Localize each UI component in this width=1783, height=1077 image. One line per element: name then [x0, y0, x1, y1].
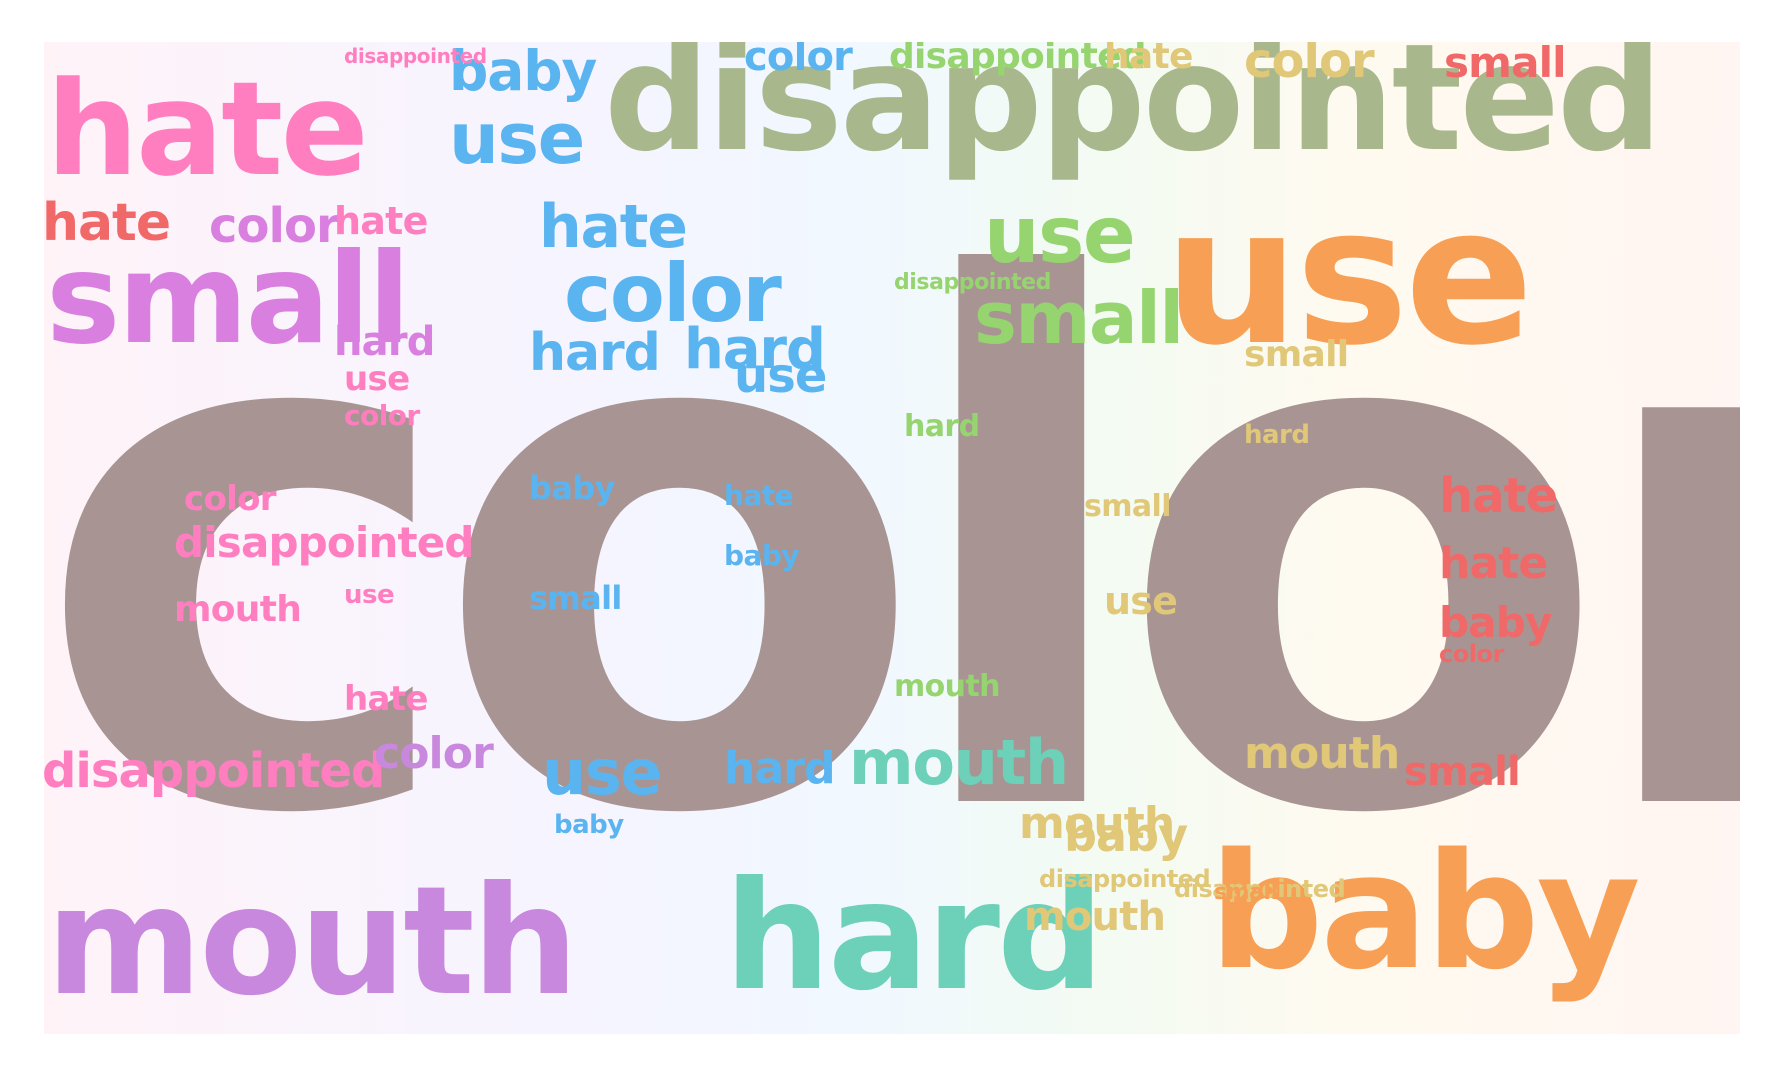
cloud-word: disappointed — [44, 743, 385, 799]
cloud-word: baby — [1209, 818, 1641, 1005]
cloud-word: mouth — [1024, 894, 1166, 940]
cloud-word: color — [1244, 42, 1375, 89]
cloud-word: color — [344, 399, 420, 432]
cloud-word: disappointed — [1174, 875, 1346, 903]
cloud-word: hate — [44, 193, 171, 253]
cloud-word: color — [1439, 640, 1504, 668]
cloud-word: mouth — [894, 669, 1001, 704]
cloud-word: disappointed — [344, 44, 487, 68]
cloud-word: use — [542, 736, 663, 809]
cloud-word: baby — [1064, 808, 1188, 862]
cloud-word: baby — [449, 42, 597, 103]
cloud-word: hard — [724, 743, 836, 794]
cloud-word: disappointed — [889, 42, 1147, 77]
cloud-word: use — [984, 191, 1136, 281]
cloud-word: use — [734, 348, 827, 404]
cloud-word: mouth — [174, 589, 302, 630]
cloud-word: color — [744, 42, 853, 80]
cloud-word: color — [209, 198, 340, 254]
cloud-word: baby — [554, 810, 624, 840]
word-cloud: color disappointed hate use small mouth … — [44, 42, 1740, 1034]
cloud-word: mouth — [46, 855, 579, 1029]
cloud-word: small — [1084, 489, 1172, 524]
cloud-word: mouth — [849, 726, 1069, 799]
cloud-word: hard — [334, 319, 435, 365]
cloud-word: hard — [904, 409, 980, 444]
cloud-word: mouth — [1244, 728, 1400, 779]
cloud-word: small — [1404, 749, 1521, 795]
cloud-word: hard — [1244, 420, 1310, 450]
cloud-word: disappointed — [894, 270, 1051, 295]
cloud-word: baby — [724, 539, 800, 572]
cloud-word: use — [344, 359, 410, 399]
cloud-word: small — [974, 276, 1184, 360]
cloud-word: hard — [529, 323, 661, 383]
cloud-word: hate — [724, 479, 794, 512]
cloud-word: hard — [724, 850, 1104, 1024]
cloud-word: hard — [684, 317, 826, 382]
cloud-word: disappointed — [174, 518, 474, 567]
cloud-word: disappointed — [1039, 865, 1211, 893]
cloud-word: use — [449, 98, 585, 180]
cloud-word: hate — [539, 192, 688, 262]
cloud-word: small — [46, 227, 411, 372]
cloud-word: hate — [1439, 468, 1558, 524]
cloud-word: hate — [344, 679, 428, 719]
cloud-word: use — [1104, 579, 1178, 623]
hero-word: color — [44, 133, 1740, 971]
cloud-word: hate — [46, 53, 369, 205]
cloud-word: small — [1244, 334, 1349, 375]
cloud-word: small — [1444, 42, 1567, 87]
cloud-word: color — [184, 479, 277, 519]
cloud-word: use — [344, 580, 395, 610]
cloud-word: color — [564, 247, 782, 340]
cloud-word: hate — [1104, 42, 1193, 77]
cloud-word: baby — [1439, 598, 1552, 647]
cloud-word: mouth — [1019, 798, 1175, 849]
cloud-word: small — [1214, 880, 1278, 905]
cloud-word: baby — [529, 469, 615, 507]
cloud-word: disappointed — [604, 42, 1663, 184]
cloud-word: hate — [1439, 538, 1548, 589]
cloud-word: small — [529, 579, 622, 617]
cloud-word: color — [374, 728, 494, 779]
cloud-word: hate — [334, 199, 428, 243]
cloud-word: use — [1164, 166, 1534, 387]
